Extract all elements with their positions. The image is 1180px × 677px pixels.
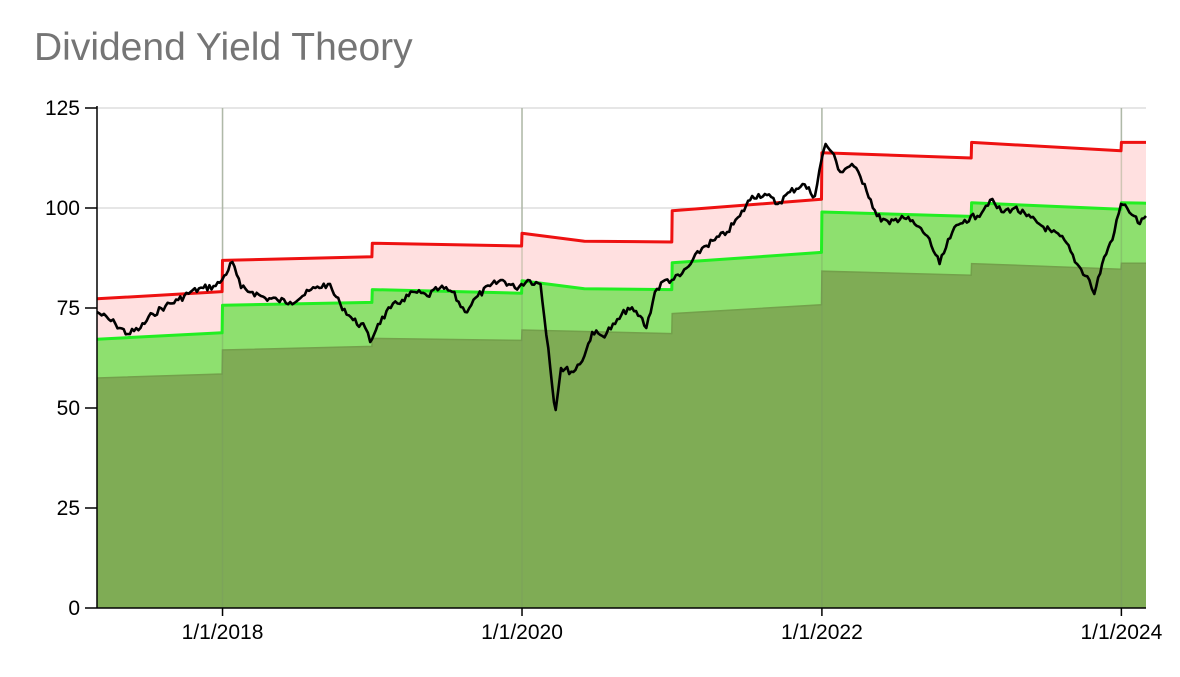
overvalued-line [96, 140, 1146, 301]
y-tick-label: 25 [57, 497, 80, 520]
overvalued-band [97, 142, 1146, 340]
fair-value-line [96, 201, 1147, 341]
valuation-bands [96, 108, 1146, 608]
y-tick-label: 100 [45, 197, 80, 220]
series-lines [96, 140, 1147, 412]
x-tick-label: 1/1/2018 [182, 621, 264, 644]
y-axis-ticks: 0 25 50 75 100 125 [45, 97, 97, 620]
y-tick-label: 125 [45, 97, 80, 120]
x-axis-ticks: 1/1/2018 1/1/2020 1/1/2022 1/1/2024 [182, 608, 1163, 644]
price-line [96, 142, 1147, 412]
x-tick-label: 1/1/2024 [1081, 621, 1163, 644]
axes [96, 106, 1146, 609]
y-tick-label: 0 [68, 597, 80, 620]
undervalued-boundary-line [96, 262, 1146, 379]
x-tick-label: 1/1/2022 [781, 621, 863, 644]
y-tick-label: 75 [57, 297, 80, 320]
x-tick-label: 1/1/2020 [481, 621, 563, 644]
y-tick-label: 50 [57, 397, 80, 420]
undervalued-band [97, 263, 1146, 608]
chart-title: Dividend Yield Theory [34, 26, 413, 69]
